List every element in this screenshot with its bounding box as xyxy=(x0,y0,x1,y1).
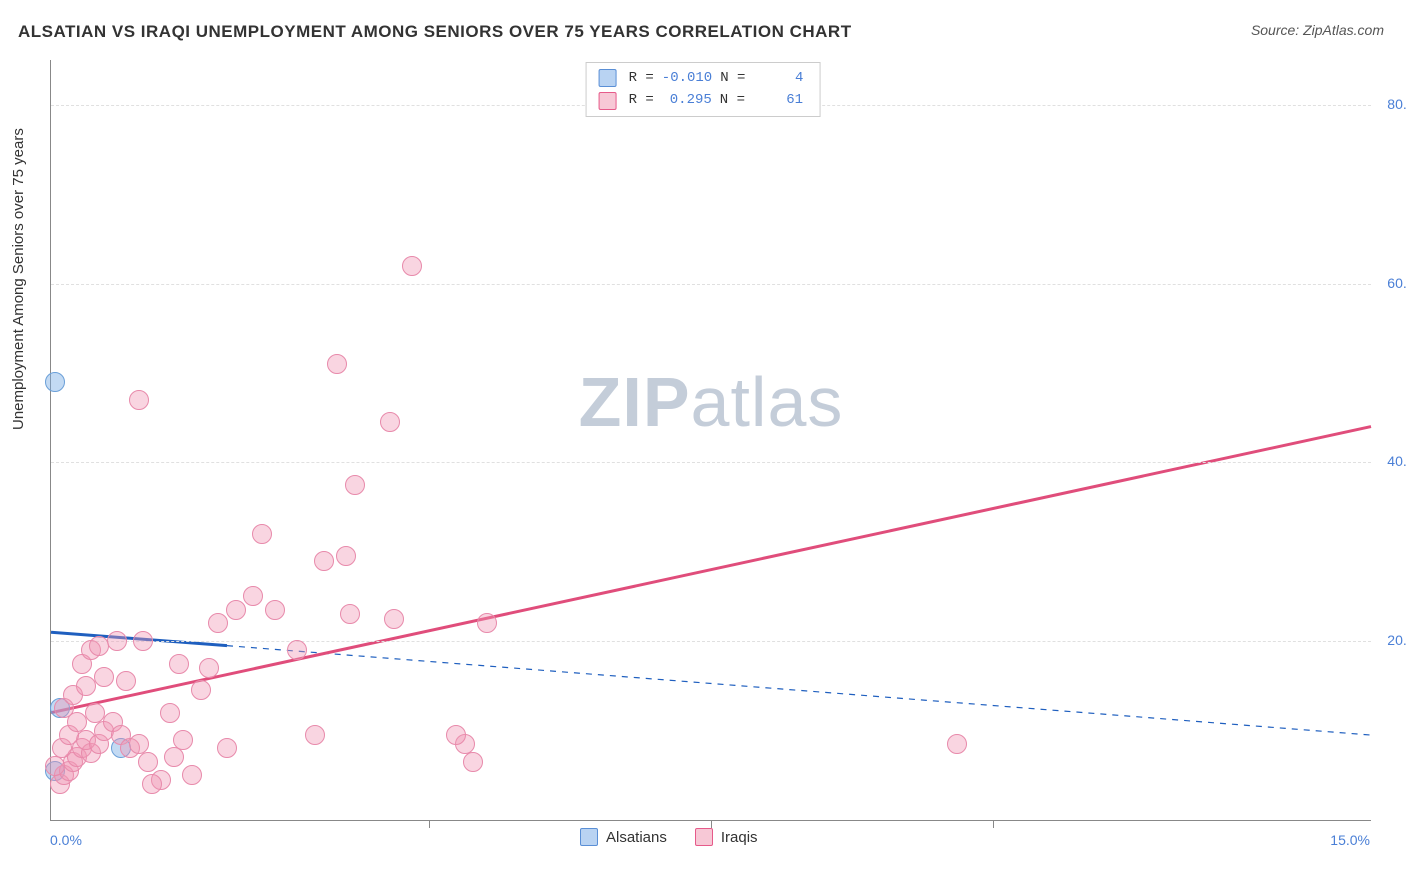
data-point-iraqis xyxy=(252,524,272,544)
data-point-iraqis xyxy=(336,546,356,566)
trendline xyxy=(51,427,1371,713)
data-point-iraqis xyxy=(402,256,422,276)
data-point-iraqis xyxy=(345,475,365,495)
data-point-iraqis xyxy=(947,734,967,754)
trendline xyxy=(227,646,1371,735)
data-point-iraqis xyxy=(199,658,219,678)
data-point-alsatians xyxy=(45,372,65,392)
data-point-iraqis xyxy=(384,609,404,629)
data-point-iraqis xyxy=(380,412,400,432)
watermark-rest: atlas xyxy=(691,363,844,441)
legend-item-iraqis: Iraqis xyxy=(695,828,758,846)
y-tick-label: 40.0% xyxy=(1387,453,1406,469)
data-point-iraqis xyxy=(169,654,189,674)
gridline xyxy=(51,462,1371,463)
legend-swatch-alsatians xyxy=(599,69,617,87)
data-point-iraqis xyxy=(129,390,149,410)
data-point-iraqis xyxy=(138,752,158,772)
legend-swatch-iraqis xyxy=(695,828,713,846)
y-tick-label: 80.0% xyxy=(1387,96,1406,112)
y-tick-label: 60.0% xyxy=(1387,275,1406,291)
gridline xyxy=(51,284,1371,285)
legend-n-value-alsatians: 4 xyxy=(749,67,807,89)
legend-series: Alsatians Iraqis xyxy=(580,828,758,846)
data-point-iraqis xyxy=(116,671,136,691)
legend-stats-row-alsatians: R = -0.010 N = 4 xyxy=(599,67,808,89)
gridline xyxy=(51,641,1371,642)
trendlines-svg xyxy=(51,60,1371,820)
data-point-iraqis xyxy=(265,600,285,620)
data-point-iraqis xyxy=(182,765,202,785)
data-point-iraqis xyxy=(107,631,127,651)
data-point-iraqis xyxy=(314,551,334,571)
data-point-iraqis xyxy=(173,730,193,750)
data-point-iraqis xyxy=(133,631,153,651)
x-tick xyxy=(711,820,712,828)
legend-r-value-iraqis: 0.295 xyxy=(658,89,716,111)
data-point-iraqis xyxy=(164,747,184,767)
data-point-iraqis xyxy=(477,613,497,633)
y-axis-label: Unemployment Among Seniors over 75 years xyxy=(10,128,27,430)
legend-stats: R = -0.010 N = 4 R = 0.295 N = 61 xyxy=(586,62,821,117)
legend-item-alsatians: Alsatians xyxy=(580,828,667,846)
legend-swatch-alsatians xyxy=(580,828,598,846)
legend-swatch-iraqis xyxy=(599,92,617,110)
data-point-iraqis xyxy=(160,703,180,723)
legend-n-label: N = xyxy=(716,67,749,89)
data-point-iraqis xyxy=(94,667,114,687)
y-tick-label: 20.0% xyxy=(1387,632,1406,648)
data-point-iraqis xyxy=(463,752,483,772)
watermark: ZIPatlas xyxy=(579,362,844,442)
legend-stats-row-iraqis: R = 0.295 N = 61 xyxy=(599,89,808,111)
watermark-bold: ZIP xyxy=(579,363,691,441)
legend-r-label: R = xyxy=(625,89,658,111)
data-point-iraqis xyxy=(327,354,347,374)
data-point-iraqis xyxy=(340,604,360,624)
x-tick xyxy=(993,820,994,828)
data-point-iraqis xyxy=(446,725,466,745)
legend-r-label: R = xyxy=(625,67,658,89)
chart-title: ALSATIAN VS IRAQI UNEMPLOYMENT AMONG SEN… xyxy=(18,22,852,42)
data-point-iraqis xyxy=(208,613,228,633)
legend-r-value-alsatians: -0.010 xyxy=(658,67,716,89)
x-axis-min-label: 0.0% xyxy=(50,832,82,848)
legend-n-label: N = xyxy=(716,89,749,111)
legend-label-alsatians: Alsatians xyxy=(606,829,667,846)
data-point-iraqis xyxy=(217,738,237,758)
x-tick xyxy=(429,820,430,828)
data-point-iraqis xyxy=(226,600,246,620)
data-point-iraqis xyxy=(191,680,211,700)
plot-area: ZIPatlas 20.0%40.0%60.0%80.0% xyxy=(50,60,1371,821)
legend-n-value-iraqis: 61 xyxy=(749,89,807,111)
source-attribution: Source: ZipAtlas.com xyxy=(1251,22,1384,38)
data-point-iraqis xyxy=(305,725,325,745)
x-axis-max-label: 15.0% xyxy=(1330,832,1370,848)
data-point-iraqis xyxy=(287,640,307,660)
data-point-iraqis xyxy=(243,586,263,606)
data-point-iraqis xyxy=(142,774,162,794)
legend-label-iraqis: Iraqis xyxy=(721,829,758,846)
